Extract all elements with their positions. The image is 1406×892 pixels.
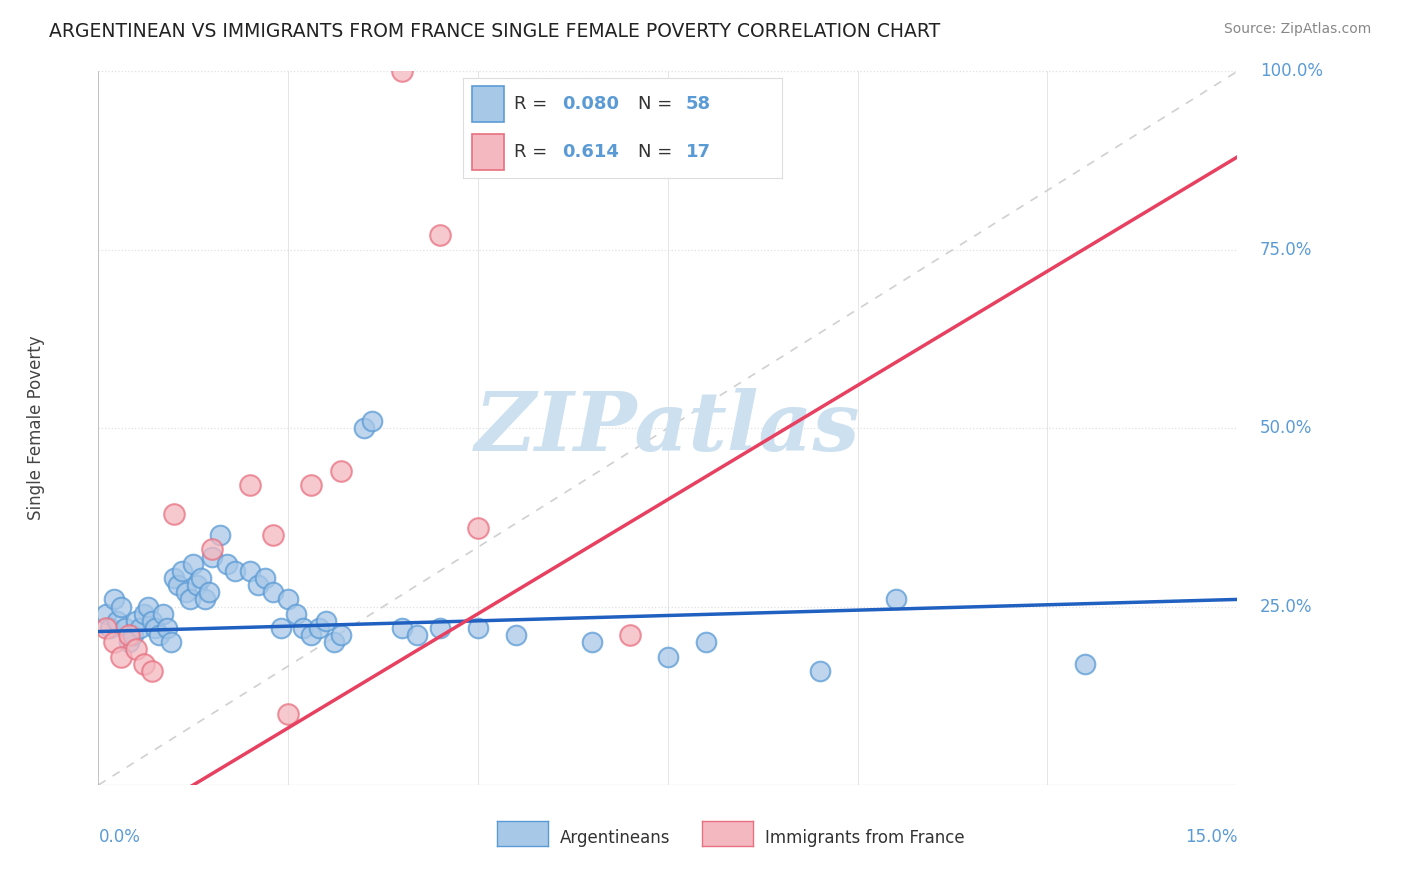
Point — [152, 607, 174, 621]
Point — [132, 657, 155, 671]
Point — [110, 649, 132, 664]
Point — [170, 564, 193, 578]
Point — [467, 521, 489, 535]
Point — [353, 421, 375, 435]
Point — [125, 642, 148, 657]
Point — [505, 628, 527, 642]
Point — [132, 607, 155, 621]
Point — [163, 507, 186, 521]
Text: 100.0%: 100.0% — [1260, 62, 1323, 80]
Point — [330, 628, 353, 642]
Point — [141, 664, 163, 678]
Point — [110, 599, 132, 614]
Point — [360, 414, 382, 428]
Point — [467, 621, 489, 635]
Point — [103, 635, 125, 649]
Point — [156, 621, 179, 635]
Point — [322, 635, 344, 649]
Text: 0.0%: 0.0% — [98, 828, 141, 846]
Point — [217, 557, 239, 571]
Point — [121, 628, 143, 642]
Point — [239, 564, 262, 578]
Point — [159, 635, 181, 649]
Point — [246, 578, 269, 592]
Point — [884, 592, 907, 607]
Point — [129, 621, 152, 635]
Point — [429, 621, 451, 635]
Point — [808, 664, 831, 678]
Point — [201, 542, 224, 557]
Point — [581, 635, 603, 649]
Point — [183, 557, 205, 571]
Point — [148, 628, 170, 642]
Text: 25.0%: 25.0% — [1260, 598, 1313, 615]
Point — [118, 628, 141, 642]
Point — [208, 528, 231, 542]
Point — [277, 592, 299, 607]
Point — [657, 649, 679, 664]
Point — [163, 571, 186, 585]
Point — [330, 464, 353, 478]
Point — [239, 478, 262, 492]
Point — [299, 628, 322, 642]
Point — [406, 628, 429, 642]
Point — [94, 607, 117, 621]
Point — [284, 607, 307, 621]
Point — [179, 592, 201, 607]
Point — [429, 228, 451, 243]
Point — [315, 614, 337, 628]
Point — [201, 549, 224, 564]
Point — [94, 621, 117, 635]
Point — [277, 706, 299, 721]
Point — [1074, 657, 1097, 671]
Point — [262, 585, 284, 599]
Point — [224, 564, 246, 578]
Point — [308, 621, 330, 635]
Text: Immigrants from France: Immigrants from France — [765, 830, 965, 847]
Text: Source: ZipAtlas.com: Source: ZipAtlas.com — [1223, 22, 1371, 37]
Point — [254, 571, 277, 585]
Text: ARGENTINEAN VS IMMIGRANTS FROM FRANCE SINGLE FEMALE POVERTY CORRELATION CHART: ARGENTINEAN VS IMMIGRANTS FROM FRANCE SI… — [49, 22, 941, 41]
Point — [98, 621, 121, 635]
Point — [107, 614, 129, 628]
Point — [194, 592, 217, 607]
Point — [190, 571, 212, 585]
Text: Single Female Poverty: Single Female Poverty — [27, 336, 45, 520]
Point — [299, 478, 322, 492]
Point — [197, 585, 219, 599]
Point — [292, 621, 315, 635]
Point — [186, 578, 208, 592]
Point — [141, 614, 163, 628]
Text: 50.0%: 50.0% — [1260, 419, 1312, 437]
Point — [619, 628, 641, 642]
Text: Argentineans: Argentineans — [560, 830, 671, 847]
Point — [270, 621, 292, 635]
Point — [118, 635, 141, 649]
Point — [391, 621, 413, 635]
Text: 75.0%: 75.0% — [1260, 241, 1312, 259]
Point — [174, 585, 197, 599]
Point — [125, 614, 148, 628]
Text: 15.0%: 15.0% — [1185, 828, 1237, 846]
Point — [391, 64, 413, 78]
Point — [145, 621, 167, 635]
Point — [103, 592, 125, 607]
Point — [167, 578, 190, 592]
Point — [262, 528, 284, 542]
Point — [136, 599, 159, 614]
Point — [695, 635, 717, 649]
Text: ZIPatlas: ZIPatlas — [475, 388, 860, 468]
Point — [114, 621, 136, 635]
